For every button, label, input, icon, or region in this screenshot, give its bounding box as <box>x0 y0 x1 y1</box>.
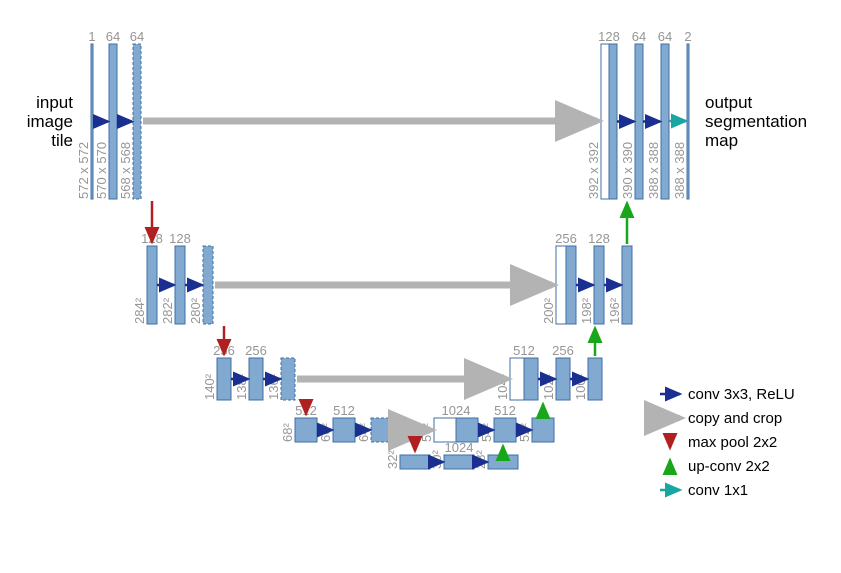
feature-map <box>371 418 393 442</box>
dim-label: 54² <box>479 423 494 442</box>
feature-map <box>217 358 231 400</box>
dim-label: 52² <box>517 423 532 442</box>
feature-map <box>622 246 632 324</box>
feature-map <box>687 44 689 199</box>
feature-map <box>133 44 141 199</box>
dim-label: 388 x 388 <box>672 142 687 199</box>
channel-label: 256 <box>552 343 574 358</box>
feature-map <box>281 358 295 400</box>
feature-map <box>609 44 617 199</box>
channel-label: 256 <box>245 343 267 358</box>
channel-label: 128 <box>598 29 620 44</box>
legend-conv-label: conv 3x3, ReLU <box>688 386 795 403</box>
feature-map <box>175 246 185 324</box>
dim-label: 138² <box>234 373 249 400</box>
channel-label: 64 <box>632 29 646 44</box>
dim-label: 140² <box>202 373 217 400</box>
feature-map <box>203 246 213 324</box>
dim-label: 282² <box>160 297 175 324</box>
channel-label: 512 <box>333 403 355 418</box>
unet-diagram: 1 572 x 572 64 570 x 570 64 568 x 568 128 284² 1… <box>0 0 841 573</box>
feature-map <box>488 455 518 469</box>
feature-map <box>594 246 604 324</box>
dim-label: 280² <box>188 297 203 324</box>
channel-label: 512 <box>494 403 516 418</box>
input-label: input <box>36 93 73 112</box>
dim-label: 570 x 570 <box>94 142 109 199</box>
feature-map <box>510 358 524 400</box>
feature-map <box>601 44 609 199</box>
dim-label: 196² <box>607 297 622 324</box>
dim-label: 64² <box>356 423 371 442</box>
feature-map <box>456 418 478 442</box>
feature-map <box>556 246 566 324</box>
dim-label: 390 x 390 <box>620 142 635 199</box>
dim-label: 32² <box>385 450 400 469</box>
legend-copy-label: copy and crop <box>688 410 782 427</box>
feature-map <box>556 358 570 400</box>
channel-label: 256 <box>555 231 577 246</box>
dim-label: 28² <box>473 450 488 469</box>
legend-pool-label: max pool 2x2 <box>688 434 777 451</box>
feature-map <box>635 44 643 199</box>
channel-label: 1 <box>88 29 95 44</box>
channel-label: 128 <box>169 231 191 246</box>
dim-label: 68² <box>280 423 295 442</box>
channel-label: 512 <box>513 343 535 358</box>
channel-label: 1024 <box>442 403 471 418</box>
channel-label: 64 <box>130 29 144 44</box>
feature-map <box>494 418 516 442</box>
feature-map <box>109 44 117 199</box>
feature-map <box>147 246 157 324</box>
output-label: segmentation <box>705 112 807 131</box>
feature-map <box>295 418 317 442</box>
dim-label: 30² <box>429 450 444 469</box>
feature-map <box>588 358 602 400</box>
channel-label: 2 <box>684 29 691 44</box>
input-label: image <box>27 112 73 131</box>
dim-label: 198² <box>579 297 594 324</box>
dim-label: 568 x 568 <box>118 142 133 199</box>
dim-label: 392 x 392 <box>586 142 601 199</box>
feature-map <box>249 358 263 400</box>
dim-label: 100² <box>573 373 588 400</box>
dim-label: 572 x 572 <box>76 142 91 199</box>
dim-label: 66² <box>318 423 333 442</box>
feature-map <box>444 455 474 469</box>
feature-map <box>400 455 430 469</box>
dim-label: 136² <box>266 373 281 400</box>
dim-label: 388 x 388 <box>646 142 661 199</box>
dim-label: 200² <box>541 297 556 324</box>
feature-map <box>434 418 456 442</box>
channel-label: 64 <box>658 29 672 44</box>
legend-final-label: conv 1x1 <box>688 482 748 499</box>
feature-map <box>661 44 669 199</box>
feature-map <box>566 246 576 324</box>
legend-up-label: up-conv 2x2 <box>688 458 770 475</box>
input-label: tile <box>51 131 73 150</box>
channel-label: 64 <box>106 29 120 44</box>
dim-label: 102² <box>541 373 556 400</box>
channel-label: 128 <box>588 231 610 246</box>
output-label: output <box>705 93 753 112</box>
feature-map <box>524 358 538 400</box>
feature-map <box>333 418 355 442</box>
feature-map <box>91 44 93 199</box>
feature-map <box>532 418 554 442</box>
output-label: map <box>705 131 738 150</box>
dim-label: 284² <box>132 297 147 324</box>
